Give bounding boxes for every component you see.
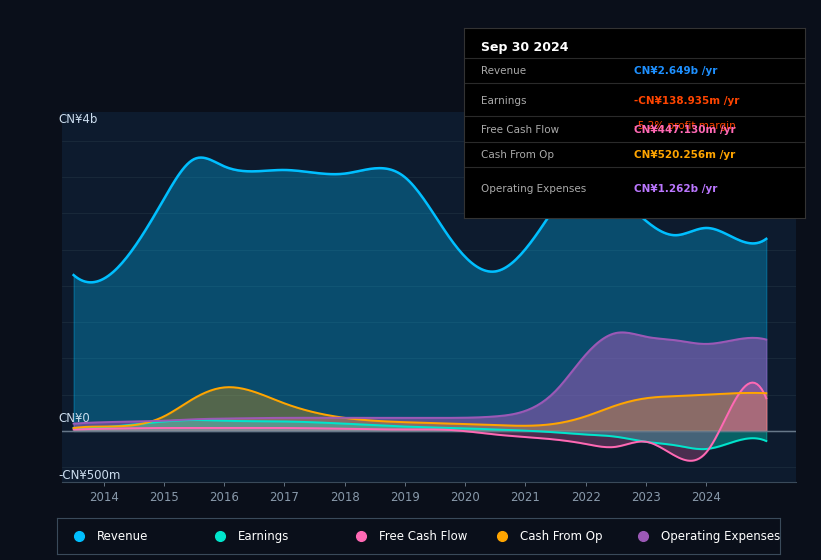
Text: Free Cash Flow: Free Cash Flow [379, 530, 467, 543]
Text: Sep 30 2024: Sep 30 2024 [481, 41, 568, 54]
Text: Earnings: Earnings [238, 530, 290, 543]
Text: Cash From Op: Cash From Op [481, 150, 554, 160]
Text: Revenue: Revenue [481, 66, 526, 76]
Text: CN¥447.130m /yr: CN¥447.130m /yr [635, 125, 736, 135]
Text: -CN¥500m: -CN¥500m [58, 469, 120, 482]
Text: Revenue: Revenue [97, 530, 149, 543]
Text: CN¥1.262b /yr: CN¥1.262b /yr [635, 184, 718, 194]
Text: CN¥4b: CN¥4b [58, 113, 97, 126]
Text: Free Cash Flow: Free Cash Flow [481, 125, 559, 135]
Text: Earnings: Earnings [481, 96, 526, 106]
Text: CN¥0: CN¥0 [58, 412, 89, 426]
Text: -CN¥138.935m /yr: -CN¥138.935m /yr [635, 96, 740, 106]
Text: CN¥2.649b /yr: CN¥2.649b /yr [635, 66, 718, 76]
Text: CN¥520.256m /yr: CN¥520.256m /yr [635, 150, 736, 160]
Text: Operating Expenses: Operating Expenses [481, 184, 586, 194]
Text: Operating Expenses: Operating Expenses [661, 530, 780, 543]
Text: -5.2% profit margin: -5.2% profit margin [635, 121, 736, 131]
Text: Cash From Op: Cash From Op [520, 530, 603, 543]
